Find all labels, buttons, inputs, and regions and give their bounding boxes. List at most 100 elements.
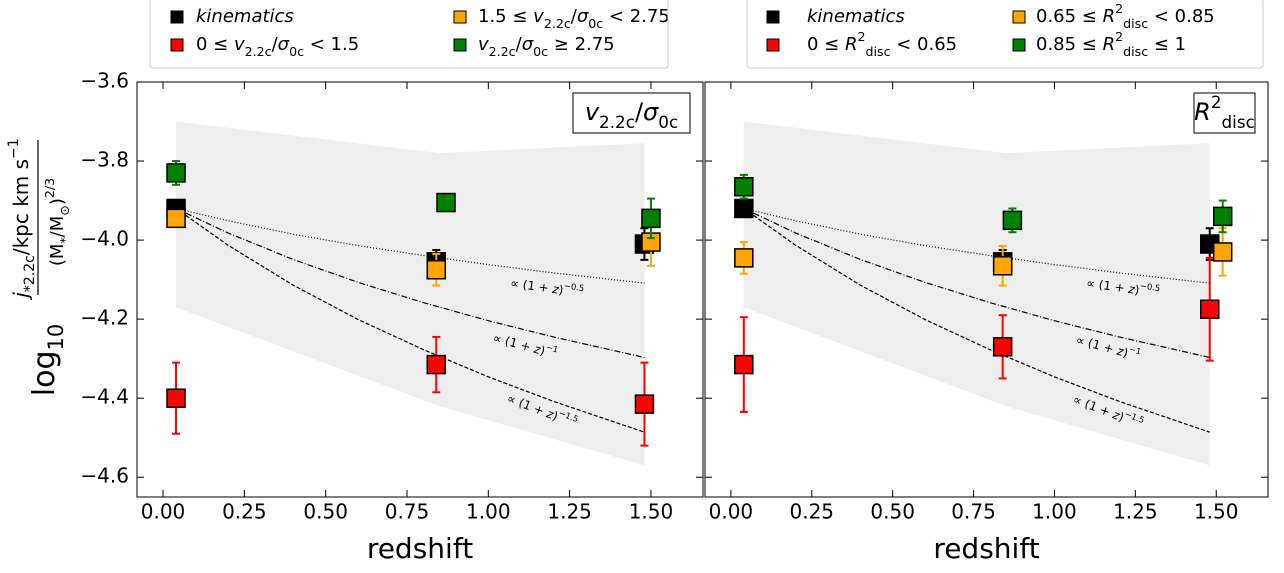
marker (1212, 242, 1233, 262)
marker (734, 248, 754, 268)
text-part: j (9, 292, 33, 301)
marker (1212, 206, 1233, 227)
x-tick-label: 0.75 (951, 500, 996, 524)
legend-label: 0.65 ≤ R2disc < 0.85 (1036, 1, 1215, 31)
text-part: 0c (289, 44, 304, 59)
text-part: ∝ (1 + (1086, 275, 1130, 295)
legend-marker (1012, 10, 1026, 24)
text-part: ∝ (1 + (510, 275, 554, 295)
text-part: ⊙ (57, 205, 72, 216)
text-part: 10 (44, 324, 68, 351)
text-part: disc (1123, 16, 1148, 31)
text-part: / (571, 6, 578, 27)
y-label-numerator: j*2.2c/kpc km s−1 (6, 138, 38, 300)
model-line (743, 207, 1210, 359)
marker (1002, 210, 1023, 231)
legend-marker (453, 10, 467, 24)
line-label: ∝ (1 + z)−0.5 (510, 272, 585, 299)
text-part: /kpc km s (9, 159, 33, 255)
y-label-denominator: (M*/M⊙)2/3 (42, 178, 72, 266)
text-part: (M (47, 244, 68, 267)
x-tick-label: 0.25 (222, 500, 267, 524)
legend-label: kinematics (807, 6, 905, 27)
text-part: z (551, 281, 561, 296)
text-part: ) (1122, 345, 1130, 360)
legend-marker (170, 38, 184, 52)
model-line (175, 207, 645, 359)
text-part: ) (551, 408, 560, 423)
marker (992, 256, 1013, 276)
text-part: * (57, 237, 72, 243)
text-part: 0c (658, 112, 678, 132)
text-part: / (516, 34, 523, 55)
text-part: 2 (1211, 92, 1222, 112)
text-part: v (533, 6, 544, 27)
x-tick-label: 1.00 (466, 500, 511, 524)
legend-label: v2.2c/σ0c ≥ 2.75 (478, 34, 615, 59)
text-part: ) (539, 343, 547, 358)
y-tick-label: −4.0 (80, 227, 129, 251)
legend-marker (766, 10, 780, 24)
text-part: disc (1222, 112, 1255, 132)
text-part: disc (866, 44, 891, 59)
x-tick-label: 0.50 (870, 500, 915, 524)
legend-label: 0 ≤ v2.2c/σ0c < 1.5 (196, 34, 359, 59)
text-part: < 1.5 (304, 34, 359, 55)
text-part: *2.2c (22, 255, 38, 292)
text-part: 2/3 (42, 178, 57, 198)
text-part: −1 (545, 341, 560, 354)
y-tick-label: −4.4 (80, 385, 129, 409)
legend-marker (1012, 38, 1026, 52)
text-part: < 0.65 (891, 34, 958, 55)
legend-box (149, 0, 669, 69)
x-axis-label: redshift (367, 532, 473, 565)
model-line (175, 207, 645, 284)
x-tick-label: 1.50 (1194, 500, 1239, 524)
text-part: < 2.75 (603, 6, 670, 27)
text-part: ) (47, 198, 68, 205)
text-part: −1 (1128, 343, 1143, 356)
x-tick-label: 0.75 (385, 500, 430, 524)
text-part: ≥ 2.75 (548, 34, 615, 55)
text-part: 2.2c (544, 16, 571, 31)
marker (426, 259, 447, 280)
text-part: z (1115, 343, 1126, 359)
y-tick-label: −3.8 (80, 148, 129, 172)
text-part: 2 (858, 29, 866, 44)
text-part: kinematics (807, 6, 905, 27)
x-tick-label: 0.00 (141, 500, 186, 524)
text-part: disc (1123, 44, 1148, 59)
text-part: 2.2c (599, 112, 635, 132)
text-part: ≤ 1 (1148, 34, 1186, 55)
x-tick-label: 0.00 (709, 500, 754, 524)
text-part: log (27, 351, 62, 397)
text-part: σ (577, 6, 589, 27)
text-part: R (1103, 6, 1116, 27)
plot-frame (136, 81, 704, 498)
legend-marker (766, 38, 780, 52)
marker (734, 354, 754, 375)
text-part: 0.65 ≤ (1036, 6, 1103, 27)
text-part: σ (278, 34, 290, 55)
marker (426, 354, 447, 375)
text-part: z (532, 341, 543, 357)
text-part: R (1103, 34, 1116, 55)
x-tick-label: 1.25 (547, 500, 592, 524)
marker (166, 163, 186, 183)
model-line (743, 207, 1210, 433)
legend-label: kinematics (196, 6, 294, 27)
y-tick-label: −4.2 (80, 306, 129, 330)
text-part: < 0.85 (1148, 6, 1215, 27)
text-part: v (585, 98, 600, 126)
y-label-prefix: log10 (27, 324, 69, 396)
y-tick-label: −4.6 (80, 464, 129, 488)
text-part: v (478, 34, 489, 55)
text-part: ) (1134, 282, 1141, 297)
legend-label: 1.5 ≤ v2.2c/σ0c < 2.75 (478, 6, 670, 31)
text-part: R (1194, 98, 1211, 126)
text-part: R (845, 34, 858, 55)
x-tick-label: 0.50 (303, 500, 348, 524)
text-part: ) (558, 282, 565, 297)
